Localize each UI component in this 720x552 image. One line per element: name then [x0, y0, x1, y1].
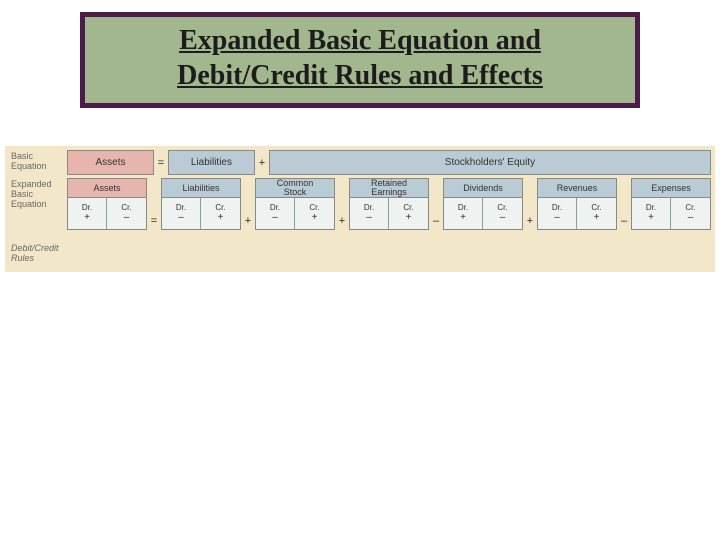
- account-retained-earnings: Retained Earnings Dr.– Cr.+: [349, 178, 429, 263]
- liabilities-header: Liabilities: [161, 178, 241, 198]
- revenues-tbox: Dr.– Cr.+: [537, 198, 617, 230]
- rev-cr: Cr.: [591, 204, 601, 213]
- common-stock-header: Common Stock: [255, 178, 335, 198]
- basic-equation-label: Basic Equation: [9, 150, 67, 175]
- label-expanded-2: Basic Equation: [11, 190, 63, 210]
- cs-dr-sign: –: [272, 212, 278, 223]
- title-line-1: Expanded Basic Equation and: [95, 23, 625, 58]
- rev-cr-sign: +: [594, 212, 600, 223]
- assets-tbox: Dr.+ Cr.–: [67, 198, 147, 230]
- op-minus-1: –: [429, 178, 443, 263]
- rev-dr-sign: –: [554, 212, 560, 223]
- exp-cr: Cr.: [685, 204, 695, 213]
- label-rules-2: Rules: [11, 253, 34, 263]
- title-line-2: Debit/Credit Rules and Effects: [95, 58, 625, 93]
- cs-dr: Dr.: [270, 204, 280, 213]
- dividends-tbox: Dr.+ Cr.–: [443, 198, 523, 230]
- label-rules-1: Debit/Credit: [11, 243, 59, 253]
- assets-dr: Dr.: [82, 204, 92, 213]
- account-expenses: Expenses Dr.+ Cr.–: [631, 178, 711, 263]
- account-assets: Assets Dr.+ Cr.–: [67, 178, 147, 263]
- liab-cr-sign: +: [218, 212, 224, 223]
- assets-cr: Cr.: [121, 204, 131, 213]
- op-minus-2: –: [617, 178, 631, 263]
- account-common-stock: Common Stock Dr.– Cr.+: [255, 178, 335, 263]
- expanded-equation-label: Expanded Basic Equation Debit/Credit Rul…: [9, 178, 67, 263]
- cs-cr-sign: +: [312, 212, 318, 223]
- exp-dr-sign: +: [648, 212, 654, 223]
- title-box: Expanded Basic Equation and Debit/Credit…: [80, 12, 640, 108]
- div-dr-sign: +: [460, 212, 466, 223]
- common-stock-tbox: Dr.– Cr.+: [255, 198, 335, 230]
- exp-cr-sign: –: [688, 212, 694, 223]
- retained-line2: Earnings: [371, 188, 407, 197]
- basic-liabilities-box: Liabilities: [168, 150, 255, 175]
- div-dr: Dr.: [458, 204, 468, 213]
- basic-equity-box: Stockholders' Equity: [269, 150, 711, 175]
- equation-diagram: Basic Equation Assets = Liabilities + St…: [5, 146, 715, 272]
- label-basic-2: Equation: [11, 162, 63, 172]
- op-plus-3: +: [335, 178, 349, 263]
- account-dividends: Dividends Dr.+ Cr.–: [443, 178, 523, 263]
- liabilities-tbox: Dr.– Cr.+: [161, 198, 241, 230]
- re-dr: Dr.: [364, 204, 374, 213]
- account-liabilities: Liabilities Dr.– Cr.+: [161, 178, 241, 263]
- op-plus-1: +: [255, 150, 269, 175]
- assets-dr-sign: +: [84, 212, 90, 223]
- re-cr-sign: +: [406, 212, 412, 223]
- expenses-header: Expenses: [631, 178, 711, 198]
- basic-assets-box: Assets: [67, 150, 154, 175]
- retained-earnings-header: Retained Earnings: [349, 178, 429, 198]
- exp-dr: Dr.: [646, 204, 656, 213]
- dividends-header: Dividends: [443, 178, 523, 198]
- cs-cr: Cr.: [309, 204, 319, 213]
- liab-dr: Dr.: [176, 204, 186, 213]
- debit-credit-rules-label: Debit/Credit Rules: [11, 244, 63, 264]
- div-cr-sign: –: [500, 212, 506, 223]
- account-revenues: Revenues Dr.– Cr.+: [537, 178, 617, 263]
- retained-earnings-tbox: Dr.– Cr.+: [349, 198, 429, 230]
- op-equals-1: =: [154, 150, 168, 175]
- expanded-equation-row: Expanded Basic Equation Debit/Credit Rul…: [9, 178, 711, 263]
- liab-cr: Cr.: [215, 204, 225, 213]
- assets-header: Assets: [67, 178, 147, 198]
- div-cr: Cr.: [497, 204, 507, 213]
- common-stock-line2: Stock: [284, 188, 307, 197]
- re-dr-sign: –: [366, 212, 372, 223]
- liab-dr-sign: –: [178, 212, 184, 223]
- assets-cr-sign: –: [124, 212, 130, 223]
- expenses-tbox: Dr.+ Cr.–: [631, 198, 711, 230]
- op-plus-2: +: [241, 178, 255, 263]
- op-equals-2: =: [147, 178, 161, 263]
- op-plus-4: +: [523, 178, 537, 263]
- re-cr: Cr.: [403, 204, 413, 213]
- basic-equation-row: Basic Equation Assets = Liabilities + St…: [9, 150, 711, 175]
- revenues-header: Revenues: [537, 178, 617, 198]
- rev-dr: Dr.: [552, 204, 562, 213]
